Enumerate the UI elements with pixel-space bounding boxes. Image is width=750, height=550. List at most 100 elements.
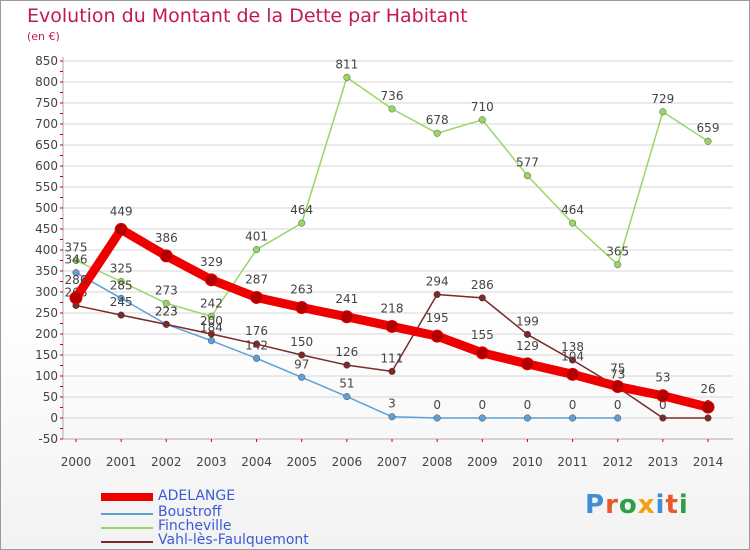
data-label-adelange: 218 [381,301,404,315]
x-tick-label: 2009 [467,455,498,469]
x-tick-label: 2002 [151,455,182,469]
data-label-adelange: 26 [700,382,715,396]
data-label-adelange: 195 [426,311,449,325]
data-label-vahl-l-s-faulquemont: 223 [155,304,178,318]
data-point-boustroff [117,294,125,302]
x-tick-label: 2011 [557,455,588,469]
data-label-vahl-l-s-faulquemont: 126 [335,345,358,359]
legend-swatch-vahl [101,541,153,543]
data-label-adelange: 386 [155,231,178,245]
data-point-fincheville [659,108,667,116]
data-point-vahl-l-s-faulquemont [388,367,396,375]
x-tick-label: 2007 [377,455,408,469]
data-label-vahl-l-s-faulquemont: 245 [110,295,133,309]
data-label-adelange: 53 [655,371,670,385]
x-tick-label: 2012 [602,455,633,469]
data-point-adelange [475,346,489,360]
data-point-boustroff [207,337,215,345]
data-point-adelange [520,357,534,371]
y-tick-label: 350 [35,264,58,278]
data-label-vahl-l-s-faulquemont: 176 [245,324,268,338]
data-point-boustroff [523,414,531,422]
data-label-boustroff: 285 [110,278,133,292]
data-label-adelange: 75 [610,362,625,376]
data-point-fincheville [343,73,351,81]
data-point-vahl-l-s-faulquemont [478,294,486,302]
data-label-vahl-l-s-faulquemont: 199 [516,314,539,328]
data-point-boustroff [343,393,351,401]
data-label-vahl-l-s-faulquemont: 73 [610,367,625,381]
data-point-boustroff [298,373,306,381]
data-label-fincheville: 678 [426,113,449,127]
legend-swatch-adelange [101,493,153,501]
data-point-fincheville [523,172,531,180]
data-point-adelange [430,329,444,343]
x-tick-label: 2013 [648,455,679,469]
data-label-fincheville: 736 [381,89,404,103]
y-tick-label: 400 [35,243,58,257]
data-label-adelange: 155 [471,328,494,342]
data-point-fincheville [478,116,486,124]
y-tick-label: 700 [35,117,58,131]
data-label-boustroff: 0 [614,398,622,412]
legend-label-adelange: ADELANGE [158,488,236,504]
data-point-boustroff [433,414,441,422]
data-label-boustroff: 184 [200,321,223,335]
data-label-fincheville: 729 [651,92,674,106]
data-point-vahl-l-s-faulquemont [523,330,531,338]
legend-swatch-fincheville [101,527,153,529]
data-label-fincheville: 273 [155,283,178,297]
y-tick-label: 150 [35,348,58,362]
data-label-fincheville: 464 [561,203,584,217]
data-label-boustroff: 223 [155,304,178,318]
chart-unit-label: (en €) [27,30,60,43]
data-point-vahl-l-s-faulquemont [298,351,306,359]
data-point-boustroff [72,269,80,277]
data-point-boustroff [388,413,396,421]
y-tick-label: 800 [35,75,58,89]
data-label-vahl-l-s-faulquemont: 138 [561,340,584,354]
data-point-vahl-l-s-faulquemont [207,330,215,338]
data-label-vahl-l-s-faulquemont: 150 [290,335,313,349]
data-point-boustroff [614,414,622,422]
data-label-vahl-l-s-faulquemont: 0 [659,398,667,412]
data-point-adelange [69,291,83,305]
data-point-vahl-l-s-faulquemont [253,340,261,348]
data-label-fincheville: 577 [516,156,539,170]
data-point-fincheville [72,257,80,265]
data-label-fincheville: 365 [606,245,629,259]
data-point-adelange [114,222,128,236]
data-label-adelange: 104 [561,349,584,363]
y-tick-label: 50 [43,390,58,404]
y-tick-label: 650 [35,138,58,152]
data-point-fincheville [388,105,396,113]
legend-label-boustroff: Boustroff [158,504,222,520]
x-tick-label: 2003 [196,455,227,469]
data-point-adelange [656,389,670,403]
proxiti-logo: Proxiti [585,490,689,520]
data-label-adelange: 449 [110,204,133,218]
y-tick-label: 0 [50,411,58,425]
data-label-fincheville: 242 [200,296,223,310]
data-point-adelange [611,380,625,393]
data-label-boustroff: 346 [65,253,88,267]
data-point-fincheville [117,278,125,286]
data-point-adelange [159,249,173,263]
data-point-fincheville [253,246,261,254]
data-label-fincheville: 401 [245,230,268,244]
data-label-boustroff: 51 [339,377,354,391]
legend-swatch-boustroff [101,513,153,515]
data-point-adelange [701,400,715,414]
data-label-vahl-l-s-faulquemont: 286 [471,278,494,292]
data-label-adelange: 329 [200,255,223,269]
data-point-fincheville [433,129,441,137]
data-label-fincheville: 325 [110,262,133,276]
x-tick-label: 2000 [61,455,92,469]
data-point-adelange [340,310,354,324]
data-label-boustroff: 0 [433,398,441,412]
data-point-boustroff [478,414,486,422]
data-label-vahl-l-s-faulquemont: 111 [381,351,404,365]
data-label-adelange: 263 [290,283,313,297]
data-label-fincheville: 375 [65,241,88,255]
